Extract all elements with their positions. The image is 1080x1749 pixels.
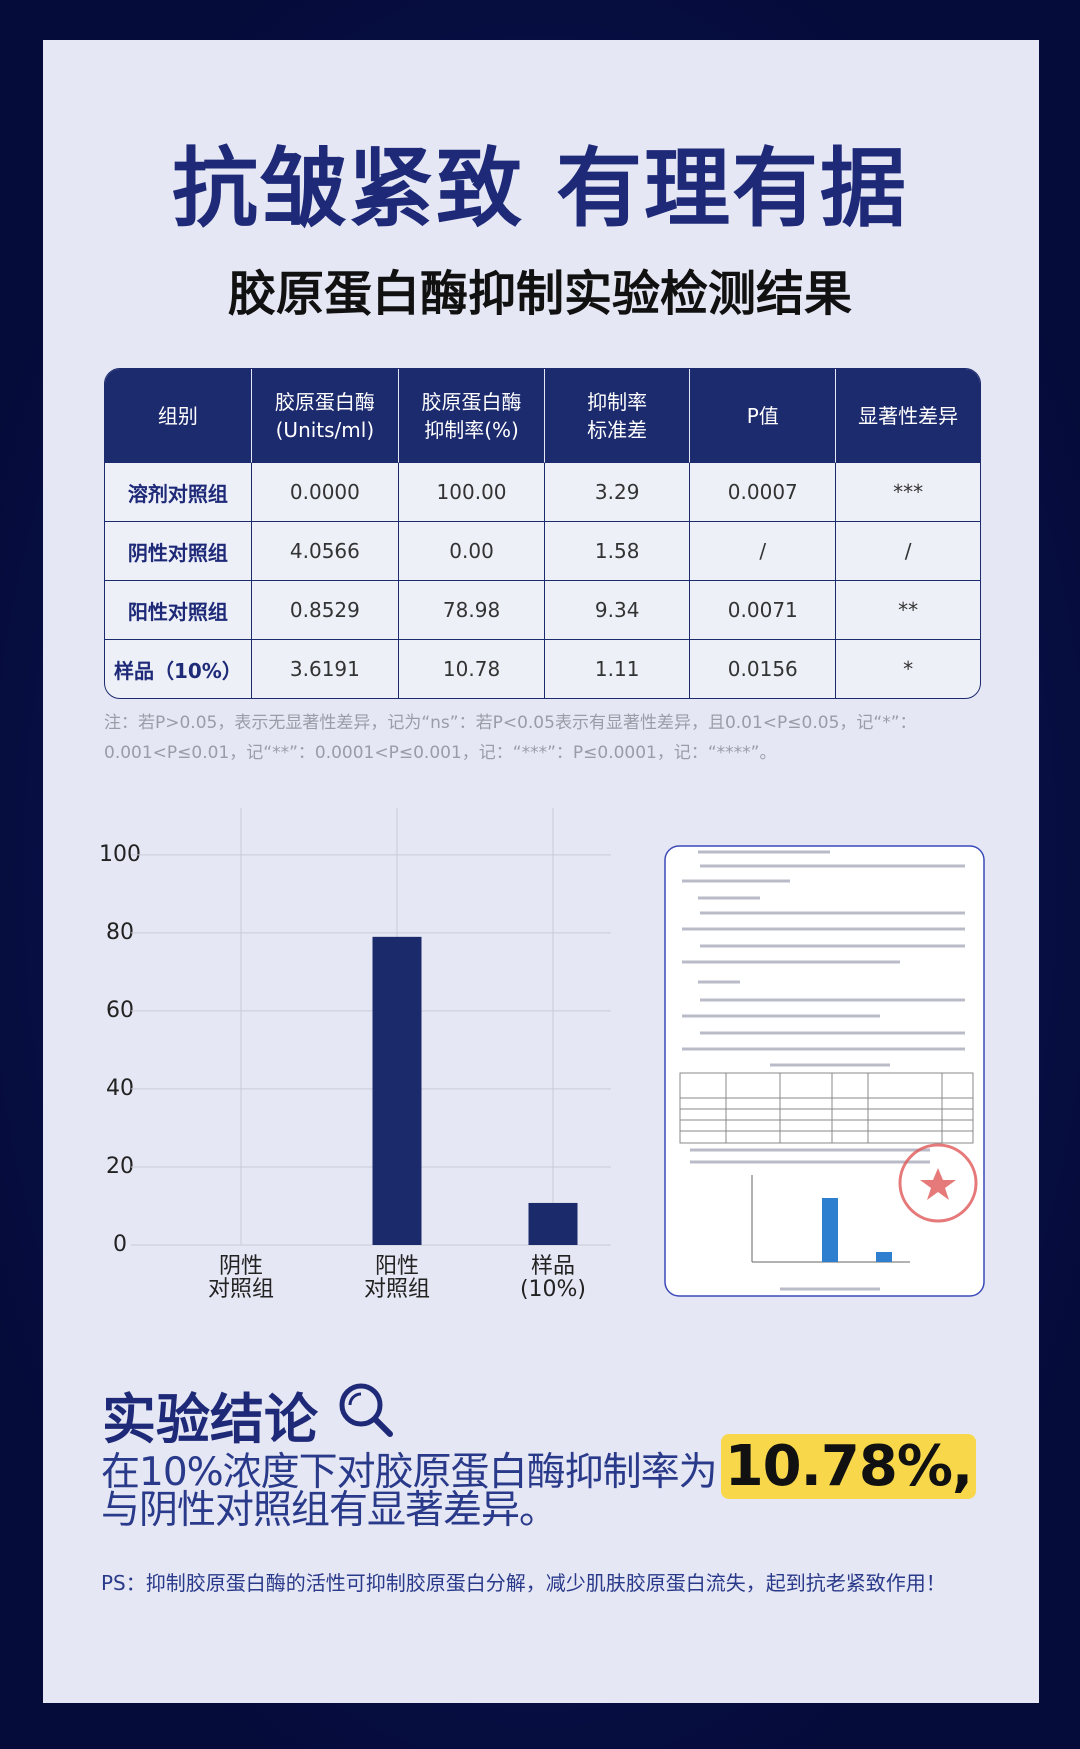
conclusion-heading: 实验结论 [102, 1388, 318, 1451]
table-cell: 0.0071 [690, 581, 837, 640]
table-row: 阳性对照组 0.8529 78.98 9.34 0.0071 ** [105, 581, 980, 640]
conclusion-after: 与阴性对照组有显著差异。 [101, 1488, 558, 1533]
table-cell: 3.6191 [252, 640, 399, 698]
y-tick-label: 60 [106, 998, 134, 1023]
table-cell: 0.0156 [690, 640, 837, 698]
bar [372, 936, 422, 1245]
table-cell: 0.0007 [690, 463, 837, 522]
table-cell: 78.98 [398, 581, 546, 640]
table-cell: 胶原蛋白酶 抑制率(%) [398, 369, 546, 463]
table-cell: / [690, 522, 837, 581]
x-tick-label: 阳性对照组 [364, 1254, 430, 1302]
title: 抗皱紧致 有理有据 [172, 139, 908, 239]
table-cell: P值 [690, 369, 837, 463]
table-cell: 0.00 [398, 522, 546, 581]
table-cell: 显著性差异 [836, 369, 980, 463]
report-table [679, 1072, 974, 1144]
conclusion-text: 在10%浓度下对胶原蛋白酶抑制率为 10.78%, 与阴性对照组有显著差异。 [101, 1434, 1021, 1533]
table-cell: ** [836, 581, 980, 640]
report-frame [664, 845, 985, 1297]
table-cell: 0.0000 [251, 463, 399, 522]
table-cell: 4.0566 [251, 522, 399, 581]
table-cell: 样品（10%） [105, 640, 252, 698]
table-row: 溶剂对照组 0.0000 100.00 3.29 0.0007 *** [105, 463, 980, 522]
y-tick-label: 40 [106, 1076, 134, 1101]
stamp-star [920, 1168, 956, 1200]
table-cell: 100.00 [398, 463, 546, 522]
table-cell: 3.29 [545, 463, 691, 522]
table-cell: / [836, 522, 980, 581]
table-row: 组别 胶原蛋白酶 (Units/ml) 胶原蛋白酶 抑制率(%) 抑制率 标准差 P值显… [105, 369, 980, 463]
table-cell: 阴性对照组 [105, 522, 252, 581]
table-cell: * [903, 657, 914, 681]
table-row: 样品（10%） 3.6191 10.78 1.11 0.0156 * [105, 640, 980, 698]
ps-note: PS：抑制胶原蛋白酶的活性可抑制胶原蛋白分解，减少肌肤胶原蛋白流失，起到抗老紧致… [101, 1571, 946, 1595]
report-mini-chart [751, 1175, 910, 1263]
conclusion-highlight: 10.78%, [720, 1434, 977, 1499]
report-stamp [898, 1143, 978, 1223]
table-cell: *** [836, 463, 980, 522]
conclusion-before: 在10%浓度下对胶原蛋白酶抑制率为 [101, 1450, 718, 1495]
table-cell: 10.78 [399, 640, 546, 698]
table-cell: 9.34 [545, 581, 691, 640]
bar [528, 1202, 578, 1245]
x-tick-label: 样品(10%) [520, 1254, 586, 1302]
table-cell: 溶剂对照组 [105, 463, 252, 522]
table-cell: 抑制率 标准差 [545, 369, 691, 463]
table-cell: 胶原蛋白酶 (Units/ml) [251, 369, 399, 463]
search-icon [339, 1383, 393, 1437]
table-row: 阴性对照组 4.0566 0.00 1.58// [105, 522, 980, 581]
results-table: 组别 胶原蛋白酶 (Units/ml) 胶原蛋白酶 抑制率(%) 抑制率 标准差 P值显… [104, 368, 981, 699]
table-cell: 0.8529 [251, 581, 399, 640]
table-cell: 1.11 [545, 640, 691, 698]
table-cell: 组别 [105, 369, 252, 463]
report-lines [682, 850, 965, 1291]
subtitle: 胶原蛋白酶抑制实验检测结果 [227, 266, 852, 322]
table-cell: 1.58 [545, 522, 691, 581]
y-tick-label: 20 [106, 1154, 134, 1179]
table-cell: 阳性对照组 [105, 581, 252, 640]
y-tick-label: 0 [113, 1232, 127, 1257]
x-tick-label: 阴性对照组 [208, 1254, 274, 1302]
report-scan [664, 845, 985, 1297]
note: 注：若P>0.05，表示无显著性差异，记为“ns”：若P<0.05表示有显著性差… [104, 713, 917, 763]
y-tick-label: 80 [106, 920, 134, 945]
